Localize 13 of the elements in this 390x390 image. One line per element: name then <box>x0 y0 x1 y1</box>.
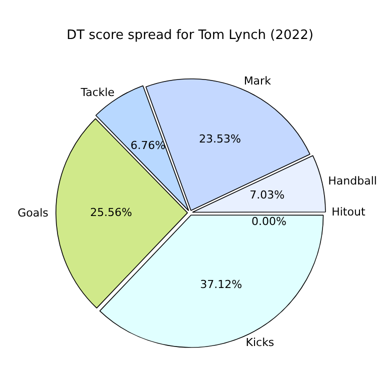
category-label: Hitout <box>332 206 366 219</box>
slice-label: Goals <box>18 206 49 220</box>
data-label: 25.56% <box>90 206 132 220</box>
data-label: 6.76% <box>130 138 166 152</box>
chart-title: DT score spread for Tom Lynch (2022) <box>66 28 314 44</box>
slice-label: Handball <box>328 174 377 188</box>
slice-label: Kicks <box>246 336 274 349</box>
data-label: 7.03% <box>250 188 285 202</box>
data-label: 37.12% <box>200 278 242 292</box>
data-label: 23.53% <box>199 132 241 146</box>
slice-label: Tackle <box>80 86 115 99</box>
text: 0.00% <box>251 215 286 228</box>
slice-label: Mark <box>244 74 272 88</box>
